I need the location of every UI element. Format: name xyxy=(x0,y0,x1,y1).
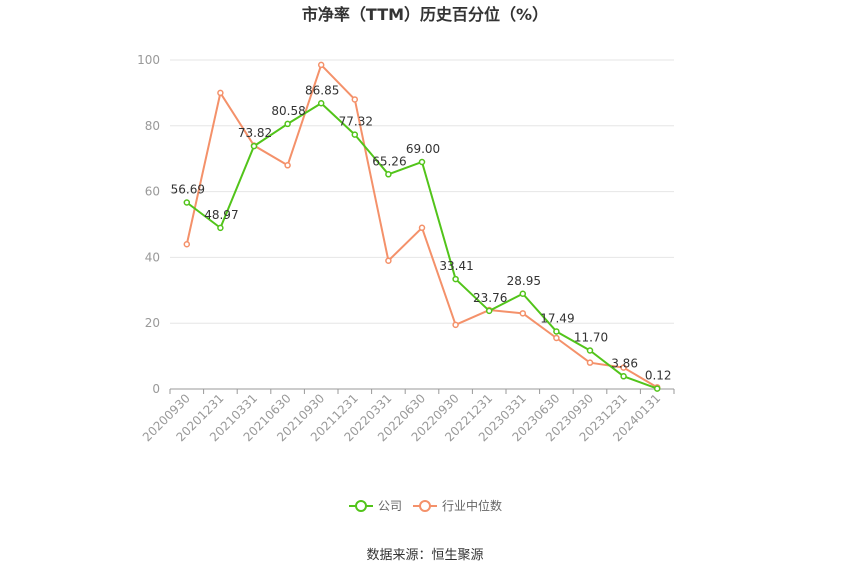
legend-item[interactable]: 行业中位数 xyxy=(413,498,502,513)
data-label: 56.69 xyxy=(171,182,205,196)
data-point[interactable] xyxy=(586,347,594,354)
data-point[interactable] xyxy=(351,96,359,103)
data-label: 28.95 xyxy=(507,274,541,288)
data-label: 23.76 xyxy=(473,291,507,305)
y-tick-label: 60 xyxy=(145,185,160,199)
legend[interactable]: 公司 行业中位数 xyxy=(349,498,502,513)
data-label: 77.32 xyxy=(339,115,373,129)
y-tick-label: 0 xyxy=(152,382,160,396)
data-point[interactable] xyxy=(284,120,291,128)
data-point[interactable] xyxy=(217,89,224,97)
data-point[interactable] xyxy=(418,224,426,232)
chart-title: 市净率（TTM）历史百分位（%） xyxy=(302,5,548,24)
data-label: 3.86 xyxy=(611,356,638,370)
data-point[interactable] xyxy=(519,310,527,317)
data-label: 17.49 xyxy=(540,311,574,325)
data-point[interactable] xyxy=(317,61,325,69)
data-point[interactable] xyxy=(553,328,560,335)
y-axis: 0 20 40 60 80 100 xyxy=(137,53,160,396)
data-label: 73.82 xyxy=(238,126,272,140)
legend-item[interactable]: 公司 xyxy=(349,499,402,513)
data-point[interactable] xyxy=(620,364,627,371)
data-point[interactable] xyxy=(485,307,493,315)
data-point[interactable] xyxy=(519,290,527,298)
data-label: 69.00 xyxy=(406,142,440,156)
grid xyxy=(170,59,674,324)
y-tick-label: 100 xyxy=(137,53,160,67)
data-point[interactable] xyxy=(385,171,392,178)
data-label: 48.97 xyxy=(204,208,238,222)
legend-marker xyxy=(355,500,367,512)
data-label: 80.58 xyxy=(271,104,305,118)
data-label: 65.26 xyxy=(372,154,406,168)
data-point[interactable] xyxy=(553,334,560,342)
data-point[interactable] xyxy=(452,321,459,329)
data-point[interactable] xyxy=(284,162,291,169)
data-label: 11.70 xyxy=(574,331,608,345)
data-label: 86.85 xyxy=(305,83,339,97)
data-point[interactable] xyxy=(183,240,191,248)
data-point[interactable] xyxy=(217,224,224,232)
data-label: 33.41 xyxy=(439,259,473,273)
y-tick-label: 40 xyxy=(145,250,160,264)
legend-marker xyxy=(419,500,431,512)
data-point[interactable] xyxy=(452,275,459,283)
data-point[interactable] xyxy=(183,199,191,206)
data-label: 0.12 xyxy=(645,369,672,383)
data-point[interactable] xyxy=(385,257,392,264)
legend-label: 行业中位数 xyxy=(442,498,502,513)
y-tick-label: 20 xyxy=(145,316,160,330)
data-point[interactable] xyxy=(351,131,359,138)
data-point[interactable] xyxy=(620,373,627,380)
y-tick-label: 80 xyxy=(145,119,160,133)
data-point[interactable] xyxy=(418,158,426,166)
legend-label: 公司 xyxy=(378,499,402,513)
data-point[interactable] xyxy=(317,100,325,107)
data-point[interactable] xyxy=(653,385,661,392)
data-point[interactable] xyxy=(250,142,258,150)
data-source: 数据来源：恒生聚源 xyxy=(366,548,483,563)
x-axis: 2020093020201231202103312021063020210930… xyxy=(140,388,675,444)
data-point[interactable] xyxy=(586,359,594,366)
